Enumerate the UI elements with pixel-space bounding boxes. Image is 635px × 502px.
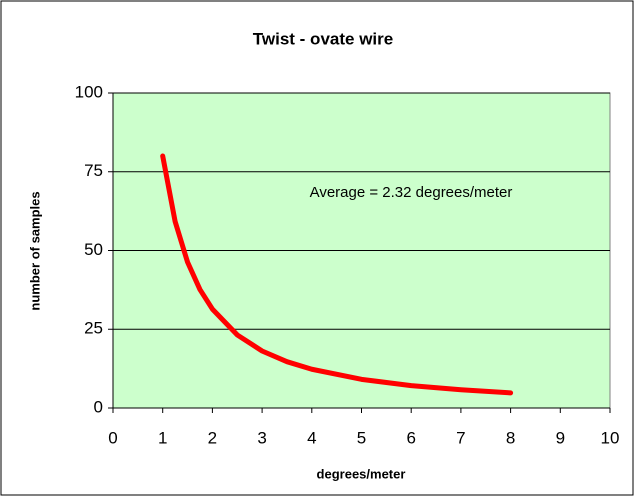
chart-title: Twist - ovate wire [253, 29, 393, 48]
x-tick-label: 10 [601, 428, 620, 447]
y-tick-label: 100 [75, 82, 103, 101]
y-tick-label: 75 [84, 161, 103, 180]
x-tick-label: 4 [307, 428, 316, 447]
x-tick-label: 1 [158, 428, 167, 447]
x-axis-label: degrees/meter [317, 466, 406, 481]
y-axis-label: number of samples [27, 191, 42, 310]
x-tick-label: 9 [556, 428, 565, 447]
y-tick-label: 50 [84, 240, 103, 259]
y-tick-label: 25 [84, 319, 103, 338]
x-tick-label: 7 [456, 428, 465, 447]
x-tick-label: 2 [208, 428, 217, 447]
x-tick-label: 8 [506, 428, 515, 447]
y-tick-label: 0 [94, 397, 103, 416]
x-tick-label: 6 [406, 428, 415, 447]
annotation: Average = 2.32 degrees/meter [310, 184, 513, 201]
x-tick-label: 3 [257, 428, 266, 447]
data-line [160, 153, 514, 396]
x-tick-label: 0 [108, 428, 117, 447]
x-tick-label: 5 [357, 428, 366, 447]
